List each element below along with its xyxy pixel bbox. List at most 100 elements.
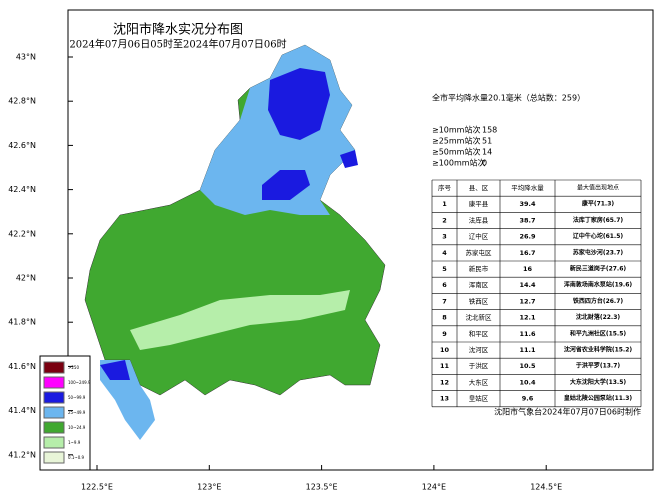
table-cell: 浑南敦场南水泵站(19.6) [564, 281, 633, 289]
table-cell: 铁西区 [469, 296, 489, 305]
table-cell: 14.4 [519, 281, 536, 289]
lon-label: 124°E [422, 483, 446, 492]
table: 序号 县、区 平均降水量 最大值出现地点 1 康平县 39.4 康平(71.3) 2 法库县 38.… [431, 179, 642, 408]
table-cell: 大东区 [469, 377, 489, 386]
table-cell: 辽中牛心坨(61.5) [573, 232, 624, 240]
table-cell: 皇姑区 [469, 394, 489, 403]
table-cell: 铁西四方台(26.7) [573, 297, 624, 305]
table-cell: 平均降水量 [511, 183, 544, 192]
table-cell: 浑南区 [469, 280, 489, 289]
table-cell: 13 [440, 395, 449, 403]
legend-label: >250 [68, 365, 79, 370]
table-cell: 苏家屯沙河(23.7) [573, 248, 624, 256]
lat-label: 41.8°N [8, 318, 36, 327]
table-cell: 5 [442, 265, 447, 273]
summary: 全市平均降水量20.1毫米（总站数：259） [432, 93, 585, 103]
table-cell: 10.4 [519, 378, 536, 386]
table-cell: 12 [440, 378, 449, 386]
table-cell: 于洪平罗(13.7) [576, 362, 621, 370]
table-cell: 11 [440, 362, 450, 370]
legend-swatch [43, 421, 65, 434]
table-cell: 法库县 [469, 215, 489, 224]
lat-label: 43°N [16, 53, 36, 62]
lat-label: 42.6°N [8, 141, 36, 150]
table-cell: 皇姑北陵公园泵站(11.3) [564, 394, 633, 402]
lat-label: 41.6°N [8, 362, 36, 371]
legend-swatch [43, 376, 65, 389]
table-cell: 16 [523, 265, 533, 273]
title: 沈阳市降水实况分布图 [113, 22, 243, 38]
table-cell: 最大值出现地点 [577, 184, 619, 192]
table-cell: 12.1 [519, 314, 536, 322]
lon-label: 124.5°E [530, 483, 562, 492]
legend-label: 1~9.9 [68, 440, 81, 445]
table-cell: 12.7 [519, 297, 535, 305]
table-cell: 4 [442, 249, 447, 257]
table-cell: 9.6 [522, 395, 534, 403]
count-value: 14 [482, 148, 492, 157]
table-cell: 大东沈阳大学(13.5) [570, 378, 627, 386]
table-cell: 8 [442, 314, 447, 322]
legend-swatch [43, 406, 65, 419]
table-cell: 康平(71.3) [581, 200, 615, 208]
table-cell: 沈河省农业科学院(15.2) [564, 346, 633, 354]
table-cell: 2 [442, 216, 447, 224]
lat-label: 41.4°N [8, 406, 36, 415]
table-cell: 1 [442, 200, 447, 208]
table-cell: 9 [442, 330, 447, 338]
table-cell: 26.9 [519, 233, 536, 241]
legend-swatch [43, 451, 65, 464]
lat-label: 42.2°N [8, 229, 36, 238]
table-cell: 于洪区 [469, 361, 489, 370]
legend-swatch [43, 391, 65, 404]
count-label: ≥50mm站次 [432, 147, 480, 157]
table-cell: 辽中区 [469, 232, 489, 241]
legend-label: 50~99.9 [68, 395, 86, 400]
table-cell: 新民三道岗子(27.6) [570, 265, 627, 273]
table-cell: 和平九洲社区(15.5) [569, 329, 627, 337]
lat-label: 41.2°N [8, 450, 36, 459]
subtitle: 2024年07月06日05时至2024年07月07日06时 [69, 38, 286, 51]
legend-label: 100~249.9 [68, 380, 91, 385]
table-cell: 10 [440, 346, 450, 354]
legend-label: 10~24.9 [68, 425, 86, 430]
table-cell: 10.5 [519, 362, 536, 370]
map-shapes [84, 44, 386, 440]
table-cell: 38.7 [519, 216, 535, 224]
count-value: 158 [482, 126, 497, 135]
legend-label: 0.1~0.9 [68, 455, 85, 460]
legend-label: 25~49.9 [68, 410, 86, 415]
lon-label: 123°E [197, 483, 221, 492]
table-cell: 苏家屯区 [466, 248, 493, 257]
lat-label: 42.4°N [8, 185, 36, 194]
lat-label: 42°N [16, 274, 36, 283]
table-cell: 和平区 [469, 329, 489, 338]
table-cell: 6 [442, 281, 447, 289]
table-cell: 序号 [438, 183, 452, 192]
count-value: 51 [482, 137, 492, 146]
legend-swatch [43, 361, 65, 374]
table-cell: 沈河区 [469, 345, 489, 354]
count-value: 0 [482, 159, 487, 168]
table-cell: 新民市 [469, 264, 489, 273]
legend-swatch [43, 436, 65, 449]
table-cell: 沈北财落(22.3) [576, 313, 621, 321]
count-label: ≥25mm站次 [432, 136, 480, 146]
table-cell: 11.6 [519, 330, 536, 338]
count-label: ≥10mm站次 [432, 125, 480, 135]
footer: 沈阳市气象台2024年07月07日06时制作 [494, 407, 641, 417]
table-cell: 沈北新区 [466, 313, 493, 322]
lat-label: 42.8°N [8, 97, 36, 106]
table-cell: 法库丁家房(65.7) [573, 216, 624, 224]
lon-label: 123.5°E [306, 483, 338, 492]
count-label: ≥100mm站次 [432, 158, 486, 168]
table-cell: 康平县 [469, 199, 489, 208]
table-cell: 县、区 [469, 184, 489, 192]
table-cell: 11.1 [519, 346, 536, 354]
table-cell: 39.4 [519, 200, 536, 208]
table-cell: 3 [442, 233, 447, 241]
table-cell: 16.7 [519, 249, 535, 257]
table-cell: 7 [442, 297, 447, 305]
lon-label: 122.5°E [81, 483, 113, 492]
